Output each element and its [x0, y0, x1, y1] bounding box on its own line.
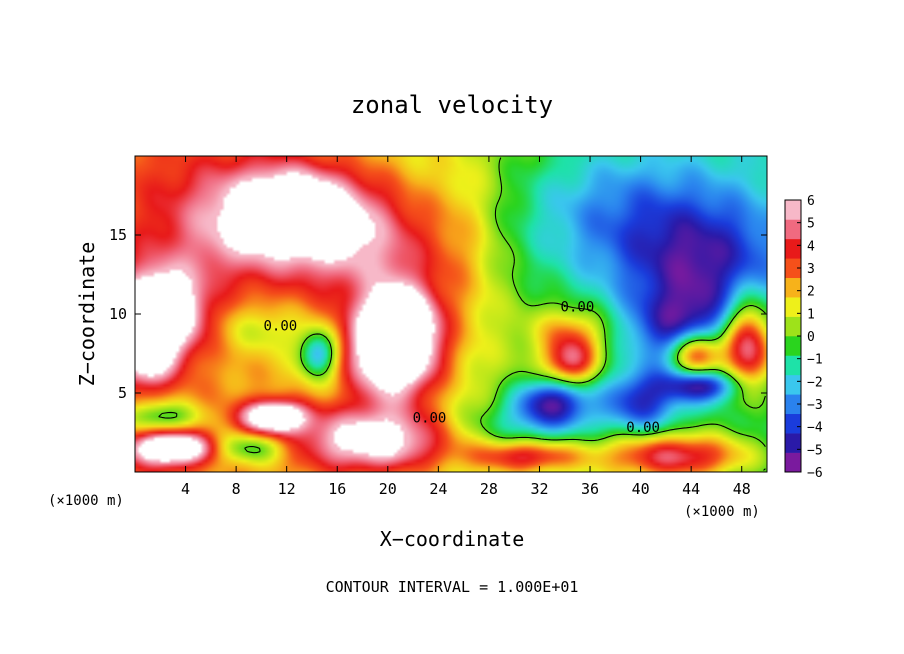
- x-tick-label: 24: [429, 480, 447, 498]
- contour-lines: [158, 157, 766, 471]
- colorbar-swatch: [785, 355, 801, 376]
- x-tick-label: 32: [530, 480, 548, 498]
- x-unit-left: (×1000 m): [48, 493, 124, 509]
- colorbar-swatch: [785, 394, 801, 415]
- zero-contour: [158, 157, 766, 471]
- x-tick-label: 44: [682, 480, 700, 498]
- contour-label: 0.00: [626, 420, 660, 436]
- colorbar-swatch: [785, 452, 801, 473]
- y-tick-label: 15: [109, 226, 127, 244]
- x-tick-label: 16: [328, 480, 346, 498]
- contour-label: 0.00: [561, 300, 595, 316]
- colorbar-tick-label: 3: [807, 262, 815, 277]
- colorbar-tick-label: −2: [807, 375, 823, 390]
- colorbar-tick-label: 2: [807, 285, 815, 300]
- colorbar-tick-label: 1: [807, 307, 815, 322]
- colorbar-swatch: [785, 316, 801, 337]
- x-tick-label: 40: [632, 480, 650, 498]
- x-tick-label: 36: [581, 480, 599, 498]
- y-axis-label: Z−coordinate: [75, 242, 99, 387]
- y-tick-label: 5: [118, 384, 127, 402]
- colorbar-swatch: [785, 374, 801, 395]
- colorbar-swatch: [785, 200, 801, 220]
- colorbar-tick-label: −5: [807, 443, 823, 458]
- x-unit-right: (×1000 m): [684, 504, 760, 520]
- x-tick-label: 4: [181, 480, 190, 498]
- colorbar-swatch: [785, 277, 801, 298]
- colorbar-tick-label: −4: [807, 421, 823, 436]
- colorbar-tick-label: 5: [807, 217, 815, 232]
- y-axis-ticks: 5 10 15: [109, 226, 767, 402]
- colorbar-swatch: [785, 336, 801, 356]
- colorbar-tick-label: −3: [807, 398, 823, 413]
- y-tick-label: 10: [109, 305, 127, 323]
- contour-label: 0.00: [264, 319, 298, 335]
- colorbar-tick-label: 6: [807, 194, 815, 209]
- colorbar-tick-label: 0: [807, 330, 815, 345]
- colorbar-tick-label: 4: [807, 239, 815, 254]
- colorbar: 6 5 4 3 2 1 0 −1 −2 −3 −4 −5 −6: [784, 194, 823, 481]
- colorbar-swatch: [785, 238, 801, 259]
- contour-labels: 0.00 0.00 0.00 0.00: [264, 300, 660, 436]
- x-tick-label: 48: [733, 480, 751, 498]
- colorbar-tick-label: −1: [807, 353, 823, 368]
- chart-title: zonal velocity: [351, 91, 553, 119]
- colorbar-swatch: [785, 258, 801, 279]
- x-tick-label: 12: [278, 480, 296, 498]
- x-tick-label: 8: [232, 480, 241, 498]
- x-tick-label: 28: [480, 480, 498, 498]
- contour-label: 0.00: [413, 410, 447, 426]
- x-tick-label: 20: [379, 480, 397, 498]
- colorbar-swatch: [785, 433, 801, 453]
- x-axis-ticks: 4 8 12 16 20 24 28 32 36 40 44 48: [181, 156, 751, 498]
- contour-interval-note: CONTOUR INTERVAL = 1.000E+01: [326, 578, 579, 596]
- colorbar-swatch: [785, 219, 801, 240]
- colorbar-swatch: [785, 413, 801, 434]
- colorbar-swatch: [785, 297, 801, 317]
- x-axis-label: X−coordinate: [380, 527, 525, 551]
- heatmap-field: [135, 156, 767, 472]
- colorbar-tick-label: −6: [807, 466, 823, 481]
